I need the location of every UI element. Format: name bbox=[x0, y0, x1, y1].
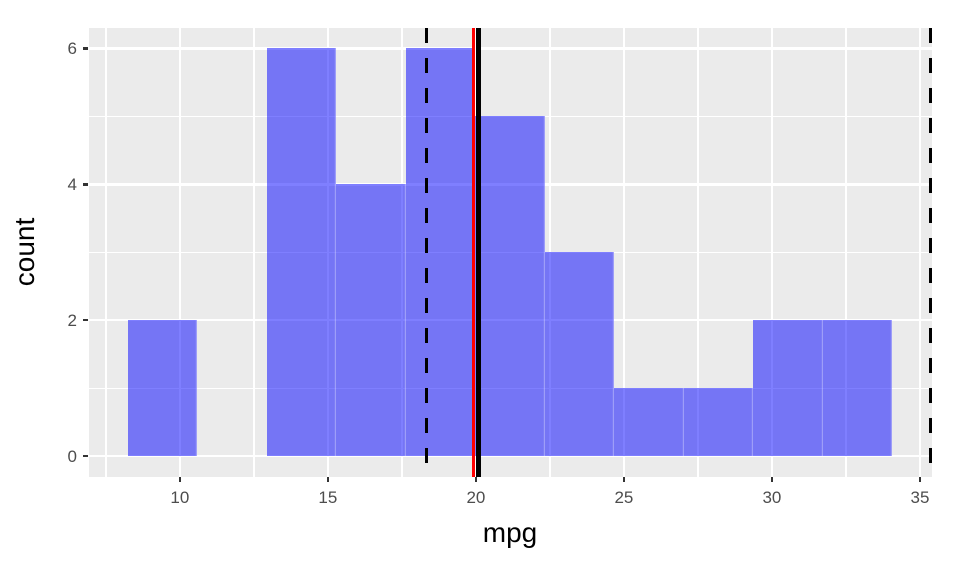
histogram-bar-8 bbox=[683, 388, 754, 457]
histogram-bar-9 bbox=[753, 320, 823, 457]
x-tick-35 bbox=[918, 476, 922, 482]
gridline-major-y-0 bbox=[89, 454, 932, 458]
vline-dashed-right bbox=[928, 28, 932, 477]
gridline-major-x-35 bbox=[918, 28, 922, 477]
x-tick-label-15: 15 bbox=[318, 488, 338, 507]
y-tick-6 bbox=[82, 47, 88, 50]
y-tick-label-2: 2 bbox=[67, 310, 77, 330]
vline-dashed-left bbox=[424, 28, 429, 477]
x-axis-title: mpg bbox=[482, 517, 538, 548]
histogram-bar-0 bbox=[127, 320, 198, 457]
y-tick-label-6: 6 bbox=[67, 38, 77, 58]
gridline-major-x-30 bbox=[770, 28, 774, 477]
plot-panel bbox=[89, 28, 932, 477]
x-tick-label-30: 30 bbox=[762, 488, 782, 507]
y-tick-label-0: 0 bbox=[67, 446, 77, 466]
histogram-bar-4 bbox=[405, 48, 476, 457]
vline-red-solid bbox=[471, 28, 476, 477]
x-tick-label-20: 20 bbox=[466, 488, 486, 507]
y-tick-4 bbox=[82, 183, 88, 186]
x-tick-label-25: 25 bbox=[614, 488, 634, 507]
x-tick-15 bbox=[326, 476, 330, 482]
x-tick-30 bbox=[770, 476, 774, 482]
x-tick-10 bbox=[178, 476, 182, 482]
gridline-major-x-10 bbox=[178, 28, 182, 477]
histogram-bar-2 bbox=[266, 48, 337, 457]
y-tick-2 bbox=[82, 318, 88, 322]
y-axis-title: count bbox=[9, 217, 40, 287]
x-tick-25 bbox=[622, 476, 626, 482]
histogram-bar-10 bbox=[822, 320, 893, 457]
y-tick-0 bbox=[82, 454, 88, 458]
x-tick-label-10: 10 bbox=[170, 488, 190, 507]
histogram-bar-3 bbox=[336, 184, 406, 457]
x-tick-20 bbox=[474, 476, 478, 482]
y-tick-label-4: 4 bbox=[67, 174, 77, 194]
gridline-major-x-25 bbox=[622, 28, 626, 477]
vline-black-solid bbox=[476, 28, 482, 477]
gridline-major-y-6 bbox=[89, 47, 932, 50]
histogram-bar-7 bbox=[614, 388, 684, 457]
histogram-bar-5 bbox=[475, 116, 545, 457]
x-tick-label-35: 35 bbox=[910, 488, 930, 507]
histogram-bar-6 bbox=[544, 252, 615, 457]
